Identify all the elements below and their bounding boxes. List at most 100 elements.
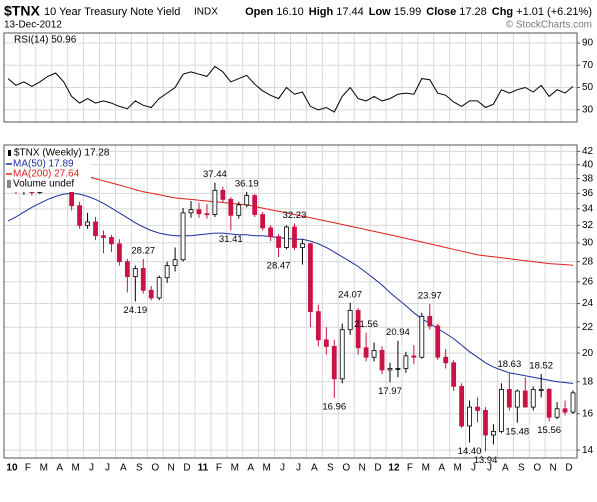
x-tick-label: M [40,463,48,474]
candle-body [371,350,377,358]
y-tick-label: 36 [582,188,594,199]
x-tick-label: A [311,463,318,474]
candle-body [419,315,425,358]
x-tick-label: O [151,463,159,474]
low-annotation: 28.47 [267,261,291,272]
x-tick-label: N [550,463,557,474]
legend-entry: MA(200) 27.64 [13,169,80,180]
quote-value: +1.01 (+6.21%) [516,6,592,18]
candle-body [403,355,409,369]
candle-body [522,390,528,408]
high-annotation: 21.56 [354,319,378,330]
candle-body [196,209,202,215]
quote-label: Open [245,6,273,18]
high-annotation: 18.52 [529,361,553,372]
quote: Open 16.10 High 17.44 Low 15.99 Close 17.28 Chg +… [245,6,592,18]
legend-entry: $TNX (Weekly) 17.28 [14,148,110,159]
panel-label: RSI(14) 50.96 [14,35,77,46]
x-tick-label: M [231,463,239,474]
y-tick-label: 30 [582,104,594,115]
y-tick-label: 90 [582,38,594,49]
x-tick-label: D [183,463,190,474]
candle-body [475,406,480,411]
moving-average [8,166,574,266]
y-tick-label: 50 [582,82,594,93]
candle-body [300,243,305,248]
candle-body [212,189,218,215]
legend-entry: MA(50) 17.89 [13,159,74,170]
high-annotation: 37.44 [203,169,227,180]
y-tick-label: 14 [582,445,594,456]
candle-body [355,310,361,349]
x-tick-label: F [407,463,413,474]
candle-body [562,408,568,413]
y-tick-label: 30 [582,238,594,249]
candle-body [411,355,417,358]
candle-body [467,406,472,427]
moving-average [7,192,574,384]
candle-body [530,389,536,408]
y-tick-label: 16 [582,408,594,419]
x-tick-label: F [216,463,222,474]
y-tick-label: 18 [582,376,594,387]
x-tick-label: J [280,463,285,474]
x-tick-label: 10 [6,463,18,474]
x-tick-label: D [565,463,572,474]
candle-body [506,389,512,408]
high-annotation: 36.19 [235,178,259,189]
y-tick-label: 26 [582,276,594,287]
y-tick-label: 20 [582,348,594,359]
x-tick-label: D [374,463,381,474]
candle-body [93,221,98,237]
legend-entry: Volume undef [13,179,74,190]
date: 13-Dec-2012 [4,20,62,31]
candle-body [395,368,401,370]
candle-body [172,259,178,266]
x-tick-label: A [438,463,445,474]
candle-body [538,389,544,391]
x-tick-label: J [105,463,110,474]
legend-box [5,146,91,192]
high-annotation: 24.07 [338,289,362,300]
candle-body [252,195,258,215]
quote-label: High [309,6,334,18]
panel-frame [3,32,578,123]
y-tick-label: 22 [582,322,594,333]
y-tick-label: 40 [582,159,594,170]
quote-value: 17.44 [336,6,364,18]
quote-label: Low [369,6,391,18]
candle-body [268,227,274,238]
exchange: INDX [194,7,218,18]
candle-body [347,310,353,331]
x-tick-label: M [71,463,79,474]
candle-body [427,315,433,327]
candle-body [236,204,242,216]
high-annotation: 20.94 [386,327,410,338]
x-tick-label: M [262,463,270,474]
x-tick-label: S [518,463,525,474]
rsi-line [7,65,574,113]
candle-body [132,268,138,278]
low-annotation: 17.97 [378,386,402,397]
x-tick-label: N [168,463,175,474]
quote-label: Close [426,6,456,18]
legend-candle-icon [8,150,11,156]
candle-body [554,408,560,418]
y-tick-label: 34 [582,203,594,214]
candle-body [331,346,337,380]
x-tick-label: M [422,463,430,474]
symbol: $TNX [4,3,40,19]
candle-body [116,243,122,263]
y-tick-label: 28 [582,256,594,267]
quote-label: Chg [492,6,513,18]
candle-body [379,350,385,371]
x-tick-label: J [487,463,492,474]
candle-body [188,209,194,214]
high-annotation: 28.27 [131,246,155,257]
x-tick-label: S [136,463,143,474]
quote-value: 16.10 [276,6,304,18]
credit: © StockCharts.com [506,20,592,31]
low-annotation: 16.96 [322,401,346,412]
x-tick-label: A [502,463,509,474]
